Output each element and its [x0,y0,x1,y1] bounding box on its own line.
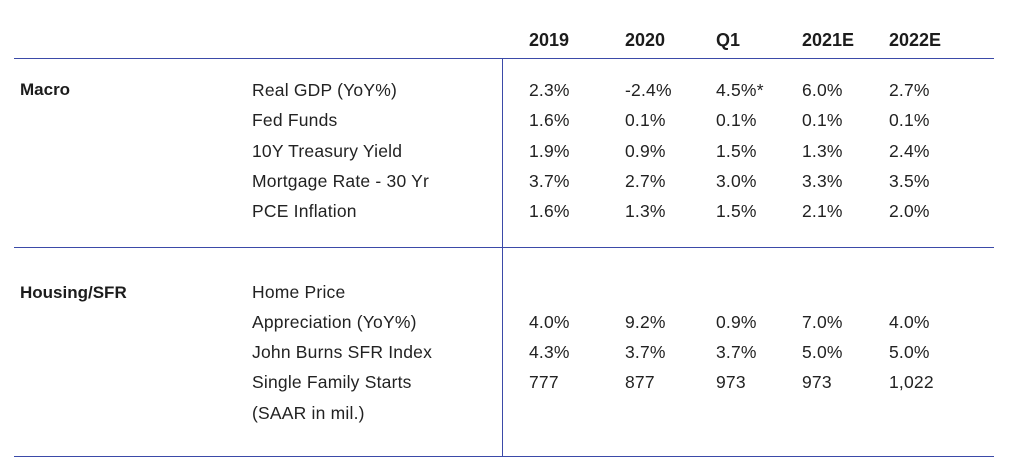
row-label: Home Price [252,282,346,302]
table-cell: 7.0% [802,312,843,332]
table-cell: 777 [529,372,559,392]
table-cell: 1.3% [625,201,666,221]
table-cell: 3.7% [529,171,570,191]
column-header-q1: Q1 [716,30,741,50]
column-header-2022e: 2022E [889,30,942,50]
column-header-2020: 2020 [625,30,666,50]
row-label: PCE Inflation [252,201,357,221]
table-cell: 1,022 [889,372,934,392]
table-cell: 0.1% [802,110,843,130]
table-cell: 1.6% [529,110,570,130]
section-title-housing-sfr: Housing/SFR [20,283,127,302]
table-cell: 1.5% [716,201,757,221]
table-cell: 4.0% [889,312,930,332]
row-label: Real GDP (YoY%) [252,80,398,100]
column-header-2019: 2019 [529,30,570,50]
table-cell: 2.4% [889,141,930,161]
table-cell: 4.3% [529,342,570,362]
row-label: Appreciation (YoY%) [252,312,417,332]
table-cell: 6.0% [802,80,843,100]
header-divider [14,58,994,59]
row-label: (SAAR in mil.) [252,403,365,423]
table-cell: 5.0% [889,342,930,362]
column-divider [502,58,503,456]
table-cell: 2.1% [802,201,843,221]
table-cell: 5.0% [802,342,843,362]
table-cell: 3.0% [716,171,757,191]
column-header-2021e: 2021E [802,30,855,50]
table-cell: 973 [802,372,832,392]
table-cell: 2.3% [529,80,570,100]
table-cell: 4.0% [529,312,570,332]
table-cell: 3.7% [625,342,666,362]
row-label: Single Family Starts [252,372,412,392]
section-divider [14,247,994,248]
section-title-macro: Macro [20,80,71,99]
table-cell: 2.7% [625,171,666,191]
table-bottom-rule [14,456,994,457]
table-cell: 0.1% [716,110,757,130]
table-cell: 0.9% [716,312,757,332]
row-label: John Burns SFR Index [252,342,433,362]
row-label: Mortgage Rate - 30 Yr [252,171,430,191]
table-cell: 9.2% [625,312,666,332]
row-label: Fed Funds [252,110,338,130]
table-cell: 1.9% [529,141,570,161]
table-cell: 877 [625,372,655,392]
table-cell: 3.7% [716,342,757,362]
table-cell: 0.1% [889,110,930,130]
table-cell: 3.5% [889,171,930,191]
table-cell: 973 [716,372,746,392]
table-cell: 2.7% [889,80,930,100]
table-cell: 4.5%* [716,80,764,100]
table-cell: 0.1% [625,110,666,130]
table-cell: 1.6% [529,201,570,221]
row-label: 10Y Treasury Yield [252,141,403,161]
table-cell: 3.3% [802,171,843,191]
table-cell: 1.5% [716,141,757,161]
table-cell: -2.4% [625,80,672,100]
table-cell: 0.9% [625,141,666,161]
table-cell: 1.3% [802,141,843,161]
table-cell: 2.0% [889,201,930,221]
